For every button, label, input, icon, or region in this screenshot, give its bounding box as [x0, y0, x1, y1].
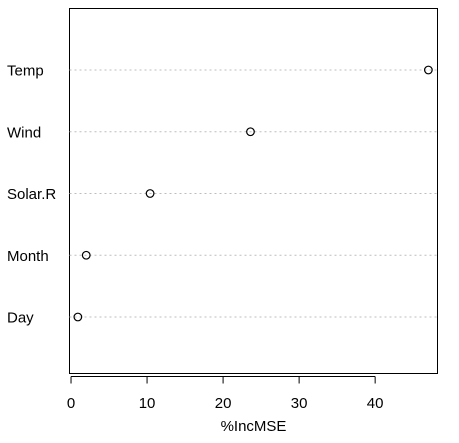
category-label: Month: [7, 248, 49, 265]
data-point-temp: [423, 65, 433, 75]
category-label: Day: [7, 310, 34, 327]
x-tick-label: 30: [291, 395, 308, 412]
x-tick-label: 40: [367, 395, 384, 412]
x-axis: 0 10 20 30 40: [67, 376, 384, 412]
x-tick-label: 20: [215, 395, 232, 412]
x-tick-label: 10: [139, 395, 156, 412]
data-point-month: [81, 250, 91, 260]
data-point-solar-r: [145, 189, 155, 198]
category-label: Solar.R: [7, 186, 56, 203]
x-tick-label: 0: [67, 395, 75, 412]
category-label: Wind: [7, 124, 41, 141]
data-point-wind: [246, 127, 255, 137]
data-point-day: [73, 312, 83, 322]
x-axis-label: %IncMSE: [221, 418, 287, 435]
category-label: Temp: [7, 63, 44, 80]
plot-frame: [69, 8, 438, 374]
category-rows: Temp Wind Solar.R Month Day: [7, 63, 438, 327]
